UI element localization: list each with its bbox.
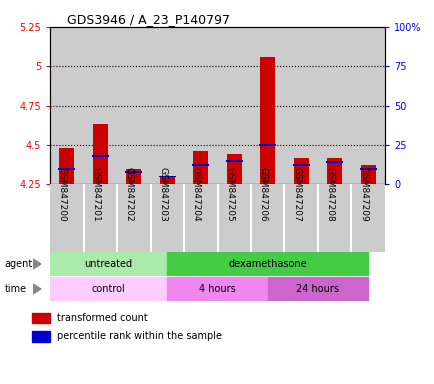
Bar — [284, 27, 317, 184]
Text: GSM847204: GSM847204 — [191, 167, 201, 222]
Bar — [150, 184, 184, 252]
Text: dexamethasone: dexamethasone — [228, 259, 306, 269]
Bar — [260, 57, 275, 184]
Bar — [326, 161, 342, 163]
Bar — [192, 164, 209, 166]
Bar — [284, 184, 317, 252]
Bar — [317, 27, 351, 184]
Bar — [360, 166, 375, 184]
Text: GSM847207: GSM847207 — [292, 167, 300, 222]
Bar — [250, 184, 284, 252]
Bar — [167, 277, 267, 301]
Bar — [259, 144, 276, 146]
Text: GSM847200: GSM847200 — [58, 167, 67, 222]
Bar — [184, 184, 217, 252]
Bar — [50, 27, 83, 184]
Bar — [83, 27, 117, 184]
Text: GSM847208: GSM847208 — [325, 167, 334, 222]
Bar — [117, 184, 150, 252]
Text: time: time — [4, 284, 26, 294]
Text: percentile rank within the sample: percentile rank within the sample — [57, 331, 221, 341]
Text: GSM847203: GSM847203 — [158, 167, 167, 222]
Bar — [351, 184, 384, 252]
Text: GSM847206: GSM847206 — [258, 167, 267, 222]
Bar — [226, 154, 241, 184]
Bar — [184, 27, 217, 184]
Bar — [50, 252, 167, 276]
Bar — [359, 168, 376, 169]
Bar — [317, 184, 351, 252]
Bar — [32, 313, 49, 323]
Bar — [267, 277, 367, 301]
FancyArrow shape — [31, 258, 41, 270]
Bar — [125, 171, 142, 173]
Bar — [83, 184, 117, 252]
Bar — [117, 27, 150, 184]
Bar — [92, 155, 108, 157]
Text: GSM847209: GSM847209 — [358, 167, 367, 222]
Bar — [32, 331, 49, 342]
Bar — [217, 184, 250, 252]
Text: GSM847202: GSM847202 — [125, 167, 134, 222]
Bar — [50, 184, 83, 252]
Text: GSM847201: GSM847201 — [91, 167, 100, 222]
Bar — [167, 252, 367, 276]
Bar — [351, 27, 384, 184]
Bar — [158, 175, 175, 177]
Bar — [250, 27, 284, 184]
Bar — [50, 277, 167, 301]
Bar — [193, 151, 208, 184]
Text: 4 hours: 4 hours — [199, 284, 235, 294]
Bar — [225, 160, 242, 162]
Bar — [59, 148, 74, 184]
Text: untreated: untreated — [84, 259, 132, 269]
Bar — [292, 164, 309, 166]
Bar — [150, 27, 184, 184]
Bar — [159, 177, 174, 184]
Bar — [217, 27, 250, 184]
Text: GDS3946 / A_23_P140797: GDS3946 / A_23_P140797 — [67, 13, 229, 26]
Bar — [58, 168, 75, 169]
Text: 24 hours: 24 hours — [296, 284, 339, 294]
Text: agent: agent — [4, 259, 33, 269]
FancyArrow shape — [31, 283, 41, 295]
Text: transformed count: transformed count — [57, 313, 147, 323]
Text: control: control — [92, 284, 125, 294]
Bar — [293, 157, 308, 184]
Text: GSM847205: GSM847205 — [225, 167, 234, 222]
Bar — [326, 157, 342, 184]
Bar — [92, 124, 108, 184]
Bar — [126, 169, 141, 184]
